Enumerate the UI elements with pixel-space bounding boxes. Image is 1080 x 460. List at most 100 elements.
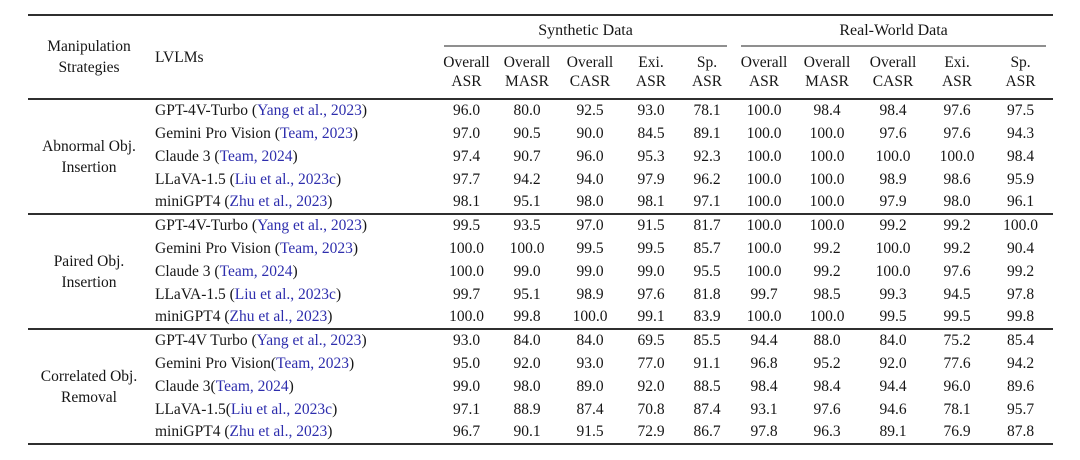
citation-link[interactable]: Team, 2024 <box>219 262 293 280</box>
asr-value-cell: 84.0 <box>496 328 558 352</box>
citation-link[interactable]: Team, 2024 <box>219 147 293 165</box>
asr-value-cell: 88.9 <box>513 400 541 418</box>
asr-value-cell: 85.5 <box>680 328 735 352</box>
asr-value-cell: 87.4 <box>693 400 721 418</box>
citation-link[interactable]: Team, 2024 <box>215 377 289 395</box>
asr-value-cell: 100.0 <box>939 147 975 165</box>
citation-link[interactable]: Yang et al., 2023 <box>256 332 362 349</box>
asr-value-cell: 94.0 <box>576 170 604 188</box>
asr-value-cell: 99.2 <box>1007 262 1035 280</box>
asr-value-cell: 95.3 <box>637 147 665 165</box>
asr-value-cell: 76.9 <box>943 423 971 440</box>
asr-value-cell: 94.4 <box>734 328 795 352</box>
citation-link[interactable]: Team, 2023 <box>279 124 353 142</box>
asr-value-cell: 99.5 <box>576 239 604 257</box>
asr-value-cell: 99.8 <box>513 308 541 325</box>
citation-link[interactable]: Yang et al., 2023 <box>257 217 362 234</box>
asr-value-cell: 92.3 <box>693 147 721 165</box>
metric-line: Overall <box>566 54 614 71</box>
metric-header-row: Overall ASR Overall MASR Overall CASR Ex… <box>28 47 1054 100</box>
model-name: Gemini Pro Vision( <box>155 354 277 372</box>
asr-value-cell: 100.0 <box>572 308 608 325</box>
asr-value-cell: 92.0 <box>637 377 665 395</box>
asr-value-cell: 89.6 <box>1007 377 1035 395</box>
asr-value-cell: 100.0 <box>809 147 845 165</box>
citation-close-paren: ) <box>361 332 367 349</box>
asr-value-cell: 78.1 <box>693 102 721 119</box>
model-cell: Gemini Pro Vision (Team, 2023) <box>150 122 437 145</box>
asr-value-cell: 100.0 <box>875 239 911 257</box>
strategy-cell: Correlated Obj. Removal <box>28 328 150 444</box>
asr-value-cell: 96.8 <box>750 354 778 372</box>
citation-link[interactable]: Liu et al., 2023c <box>234 170 336 188</box>
table-row: Abnormal Obj. Insertion GPT-4V-Turbo (Yang… <box>28 99 1053 176</box>
model-name: Claude 3( <box>155 377 216 395</box>
metric-line: ASR <box>451 73 482 90</box>
citation-link[interactable]: Team, 2023 <box>276 354 350 372</box>
model-name: Claude 3 ( <box>155 147 220 165</box>
citation-link[interactable]: Yang et al., 2023 <box>257 102 362 119</box>
asr-value-cell: 100.0 <box>509 239 545 257</box>
model-cell: Gemini Pro Vision (Team, 2023) <box>150 237 437 260</box>
citation-link[interactable]: Liu et al., 2023c <box>234 285 336 303</box>
strategy-header-line1: Manipulation <box>47 38 131 55</box>
asr-value-cell: 99.0 <box>452 377 481 395</box>
table-row: Gemini Pro Vision (Team, 2023) 100.0 100.0… <box>28 237 1053 260</box>
asr-value-cell: 81.7 <box>680 213 735 237</box>
asr-value-cell: 96.0 <box>452 102 481 119</box>
citation-close-paren: ) <box>332 400 338 418</box>
asr-value-cell: 96.0 <box>943 377 971 395</box>
asr-value-cell: 98.0 <box>513 377 541 395</box>
model-cell: LLaVA-1.5(Liu et al., 2023c) <box>150 398 437 421</box>
table-body: Abnormal Obj. Insertion GPT-4V-Turbo (Yang… <box>28 99 1054 444</box>
citation-close-paren: ) <box>361 217 368 234</box>
table-row: Claude 3 (Team, 2024) 97.4 90.7 96.0 95.3 92.… <box>28 145 1053 168</box>
asr-value-cell: 100.0 <box>875 147 911 165</box>
col-header-syn-sp-asr: Sp. ASR <box>680 47 735 100</box>
citation-close-paren: ) <box>361 102 368 119</box>
asr-value-cell: 96.1 <box>1007 193 1035 210</box>
asr-value-cell: 99.5 <box>637 239 665 257</box>
asr-value-cell: 84.5 <box>637 124 665 142</box>
strategy-cell: Abnormal Obj. Insertion <box>28 99 150 214</box>
asr-value-cell: 98.4 <box>813 377 841 395</box>
metric-line: Exi. <box>944 54 970 71</box>
asr-value-cell: 100.0 <box>746 262 782 280</box>
asr-value-cell: 99.3 <box>879 285 907 303</box>
model-cell: Claude 3 (Team, 2024) <box>150 260 437 283</box>
citation-link[interactable]: Zhu et al., 2023 <box>229 193 328 210</box>
asr-value-cell: 94.2 <box>1007 354 1035 372</box>
asr-value-cell: 85.7 <box>693 239 721 257</box>
asr-value-cell: 98.0 <box>943 193 971 210</box>
model-name: LLaVA-1.5( <box>155 400 231 418</box>
asr-value-cell: 98.5 <box>813 285 841 303</box>
citation-link[interactable]: Zhu et al., 2023 <box>229 308 328 325</box>
citation-close-paren: ) <box>327 308 333 325</box>
asr-value-cell: 95.1 <box>513 285 541 303</box>
metric-line: CASR <box>569 73 611 90</box>
asr-value-cell: 98.4 <box>879 102 907 119</box>
col-header-real-overall-asr: Overall ASR <box>734 47 795 100</box>
col-header-syn-overall-masr: Overall MASR <box>496 47 558 100</box>
asr-value-cell: 98.0 <box>576 193 604 210</box>
citation-link[interactable]: Liu et al., 2023c <box>230 400 333 418</box>
asr-value-cell: 97.8 <box>1007 285 1035 303</box>
asr-value-cell: 93.0 <box>576 354 604 372</box>
asr-value-cell: 92.0 <box>513 354 541 372</box>
asr-value-cell: 98.9 <box>879 170 907 188</box>
asr-value-cell: 89.1 <box>879 423 907 440</box>
strategy-label-line2: Insertion <box>61 273 117 291</box>
asr-value-cell: 90.4 <box>1007 239 1035 257</box>
asr-value-cell: 94.2 <box>513 170 541 188</box>
table-row: Correlated Obj. Removal GPT-4V Turbo (Yang… <box>28 328 1054 444</box>
citation-close-paren: ) <box>349 354 355 372</box>
citation-link[interactable]: Team, 2023 <box>279 239 353 257</box>
model-name: LLaVA-1.5 ( <box>155 170 235 188</box>
asr-value-cell: 96.7 <box>452 423 481 440</box>
asr-value-cell: 86.7 <box>693 423 721 440</box>
metric-line: Sp. <box>1010 54 1031 71</box>
asr-value-cell: 98.1 <box>452 193 481 210</box>
real-world-data-label: Real-World Data <box>741 16 1047 47</box>
asr-value-cell: 99.2 <box>813 239 841 257</box>
citation-link[interactable]: Zhu et al., 2023 <box>229 423 328 440</box>
